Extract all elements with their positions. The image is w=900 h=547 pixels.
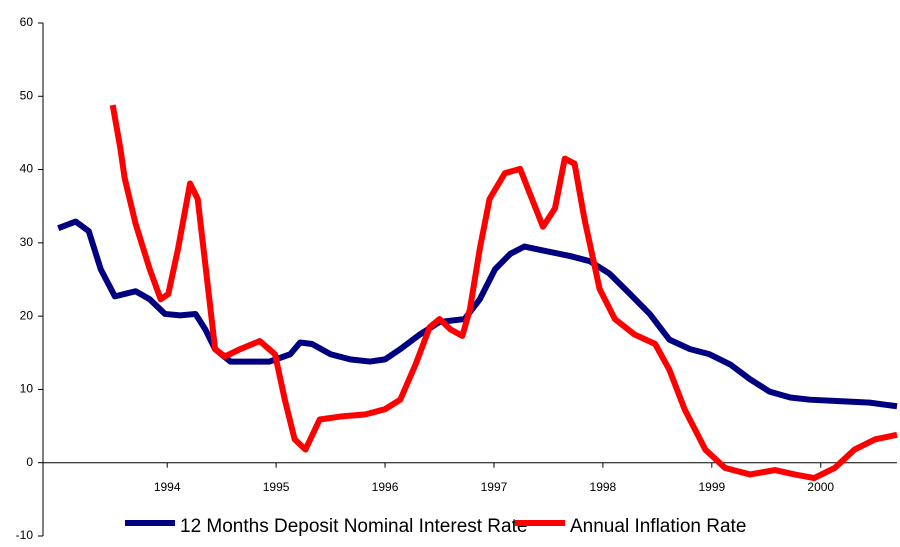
line-series <box>109 104 898 482</box>
x-tick-label: 2000 <box>807 480 834 494</box>
y-tick-label: 10 <box>20 382 34 396</box>
y-tick-label: 0 <box>26 455 33 469</box>
x-tick-label: 1995 <box>263 480 290 494</box>
y-tick-label: 60 <box>20 15 34 29</box>
y-tick-label: 50 <box>20 88 34 102</box>
y-tick-label: -10 <box>16 528 34 542</box>
x-tick-label: 1998 <box>590 480 617 494</box>
y-tick-label: 20 <box>20 308 34 322</box>
x-tick-label: 1996 <box>372 480 399 494</box>
legend-label: Annual Inflation Rate <box>570 516 746 537</box>
x-tick-label: 1994 <box>154 480 181 494</box>
x-tick-label: 1999 <box>698 480 725 494</box>
legend-label: 12 Months Deposit Nominal Interest Rate <box>180 516 527 537</box>
y-tick-label: 40 <box>20 162 34 176</box>
y-tick-label: 30 <box>20 235 34 249</box>
x-tick-label: 1997 <box>481 480 508 494</box>
